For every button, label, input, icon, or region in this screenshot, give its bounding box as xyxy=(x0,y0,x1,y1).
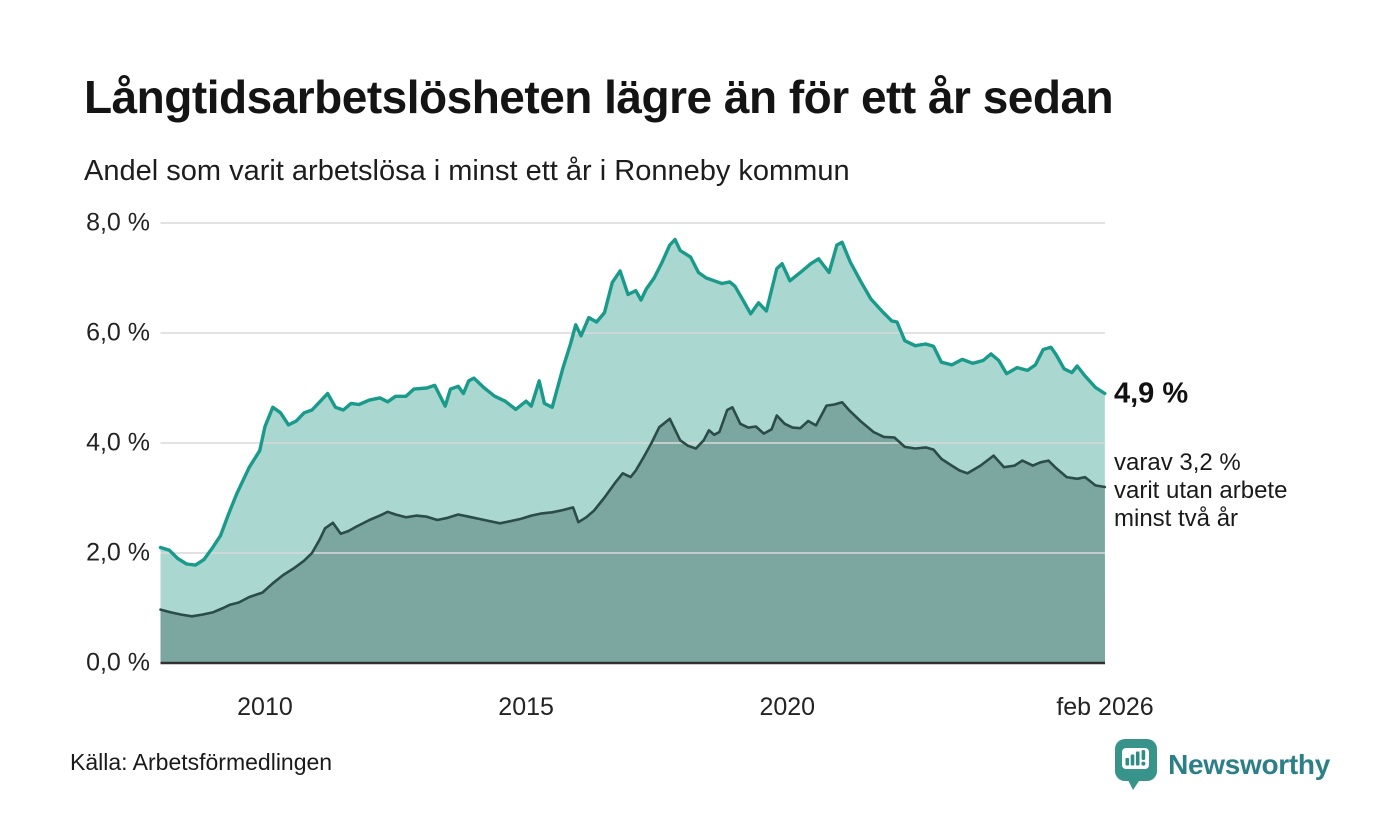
series-line-0 xyxy=(158,237,1107,567)
page-title: Långtidsarbetslösheten lägre än för ett … xyxy=(84,71,1114,123)
y-tick-label: 6,0 % xyxy=(86,318,150,347)
newsworthy-logo-icon xyxy=(1115,739,1158,790)
series-area-1 xyxy=(160,402,1105,663)
chart-series-lines xyxy=(158,237,1107,618)
secondary-annotation-line: varit utan arbete xyxy=(1114,477,1288,504)
latest-value-label: 4,9 % xyxy=(1114,377,1189,409)
secondary-annotation-line: varav 3,2 % xyxy=(1114,449,1241,476)
y-tick-label: 2,0 % xyxy=(86,538,150,567)
secondary-annotation: varav 3,2 % varit utan arbete minst två … xyxy=(1114,449,1287,533)
chart-subtitle: Andel som varit arbetslösa i minst ett å… xyxy=(84,155,850,187)
y-tick-label: 4,0 % xyxy=(86,428,150,457)
series-line-1 xyxy=(159,401,1107,618)
y-tick-label: 0,0 % xyxy=(86,648,150,677)
x-tick-label: 2010 xyxy=(237,693,293,721)
x-tick-label: 2015 xyxy=(498,693,554,721)
brand-wordmark: Newsworthy xyxy=(1168,749,1330,780)
brand-logo: Newsworthy xyxy=(1114,738,1330,792)
chart-areas xyxy=(160,239,1105,663)
chart-gridlines xyxy=(160,222,1105,665)
source-note: Källa: Arbetsförmedlingen xyxy=(70,749,333,775)
y-tick-label: 8,0 % xyxy=(86,208,150,237)
x-tick-label: 2020 xyxy=(759,693,816,721)
x-tick-label: feb 2026 xyxy=(1056,693,1154,721)
secondary-annotation-line: minst två år xyxy=(1114,505,1239,532)
